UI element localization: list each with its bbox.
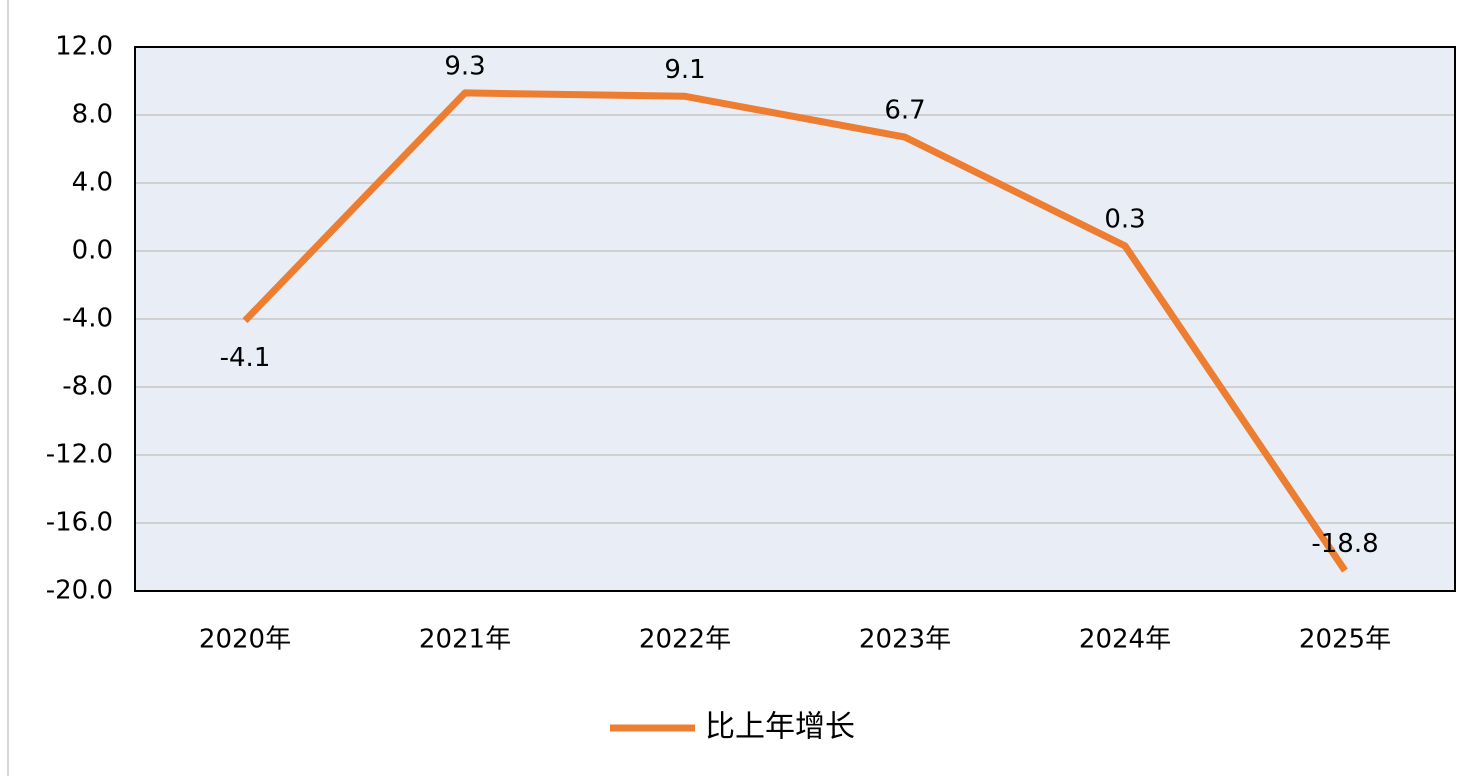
y-tick-label: 4.0 — [72, 168, 113, 198]
x-tick-label: 2024年 — [1079, 625, 1171, 655]
data-label: -4.1 — [220, 343, 271, 373]
y-tick-label: -12.0 — [46, 440, 113, 470]
y-tick-label: -4.0 — [62, 304, 113, 334]
x-tick-label: 2022年 — [639, 625, 731, 655]
data-label: -18.8 — [1311, 529, 1378, 559]
plot-border — [134, 46, 1456, 592]
x-tick-label: 2025年 — [1299, 625, 1391, 655]
y-tick-label: 12.0 — [55, 32, 113, 62]
data-label: 9.1 — [664, 55, 705, 85]
x-tick-label: 2023年 — [859, 625, 951, 655]
x-tick-label: 2021年 — [419, 625, 511, 655]
x-tick-label: 2020年 — [199, 625, 291, 655]
y-tick-label: -8.0 — [62, 372, 113, 402]
series-line — [242, 89, 1348, 573]
legend-label: 比上年增长 — [705, 710, 855, 745]
y-tick-label: 8.0 — [72, 100, 113, 130]
y-tick-label: -20.0 — [46, 576, 113, 606]
y-tick-label: -16.0 — [46, 508, 113, 538]
data-label: 9.3 — [444, 51, 485, 81]
y-tick-label: 0.0 — [72, 236, 113, 266]
data-label: 6.7 — [884, 96, 925, 126]
data-label: 0.3 — [1104, 204, 1145, 234]
